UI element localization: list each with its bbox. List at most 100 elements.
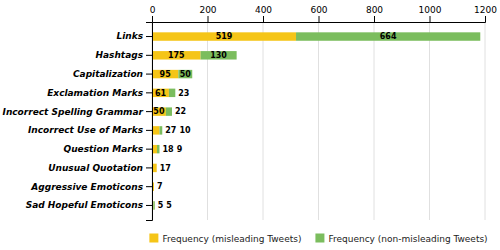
bar <box>169 89 175 97</box>
bar <box>201 51 237 59</box>
data-label: 9 <box>177 145 183 154</box>
y-tick-label: Sad Hopeful Emoticons <box>26 200 144 210</box>
x-tick: 400 <box>255 5 272 22</box>
x-axis-line <box>153 16 486 23</box>
bar <box>166 107 172 115</box>
y-tick: Incorrect Spelling Grammar <box>3 106 152 116</box>
x-tick-label: 800 <box>366 5 383 15</box>
x-tick-mark <box>208 16 209 22</box>
series <box>153 32 480 209</box>
y-tick: Exclamation Marks <box>47 88 152 98</box>
bar <box>152 89 169 97</box>
grid-line <box>374 22 375 220</box>
grid-line <box>318 22 319 220</box>
legend-item: Frequency (misleading Tweets) <box>149 234 301 244</box>
grid <box>152 22 485 220</box>
data-label: 95 <box>160 70 172 79</box>
data-label: 18 <box>162 145 174 154</box>
legend: Frequency (misleading Tweets) Frequency (… <box>149 234 487 244</box>
y-tick-mark <box>146 55 152 56</box>
y-tick-label: Unusual Quotation <box>48 163 143 173</box>
bar <box>178 70 192 78</box>
y-tick: Hashtags <box>95 50 152 60</box>
y-tick-label: Exclamation Marks <box>47 88 143 98</box>
y-tick-mark <box>146 186 152 187</box>
bar <box>152 107 166 115</box>
x-tick: 200 <box>199 5 216 22</box>
y-tick-label: Incorrect Use of Marks <box>28 125 144 135</box>
bar <box>152 126 159 134</box>
data-labels: 55 7 17 189 2710 50 22 61 23 95 50 175 130 519 664 <box>153 32 397 210</box>
data-label: 664 <box>380 32 397 41</box>
data-label: 61 <box>155 89 167 98</box>
y-tick-mark <box>146 205 152 206</box>
x-tick-mark <box>319 16 320 22</box>
y-tick: Aggressive Emoticons <box>30 182 152 192</box>
bar <box>159 126 162 134</box>
x-axis: 0 200 400 600 800 1000 1200 <box>150 5 498 23</box>
x-tick-label: 1000 <box>419 5 442 15</box>
plot: 0 200 400 600 800 1000 1200 Links Hashtags Capita… <box>3 5 498 221</box>
y-tick-mark <box>146 130 152 131</box>
bar <box>153 201 154 209</box>
legend-swatch <box>149 234 158 243</box>
data-label: 175 <box>168 51 185 60</box>
bar <box>152 70 178 78</box>
bar <box>152 51 201 59</box>
y-tick-mark <box>146 149 152 150</box>
data-label: 27 <box>165 126 176 135</box>
y-axis: Links Hashtags Capitalization Exclamation M… <box>3 23 153 221</box>
y-tick: Question Marks <box>64 144 152 154</box>
data-label: 10 <box>179 126 191 135</box>
x-tick-mark <box>430 16 431 22</box>
y-tick-mark <box>146 111 152 112</box>
x-tick-mark <box>263 16 264 22</box>
data-label: 50 <box>180 70 192 79</box>
y-tick-label: Hashtags <box>95 50 143 60</box>
y-tick-mark <box>146 74 152 75</box>
y-tick-label: Incorrect Spelling Grammar <box>3 106 144 116</box>
data-label: 5 <box>158 201 164 210</box>
legend-swatch <box>315 234 324 243</box>
x-tick: 600 <box>310 5 327 22</box>
y-tick: Incorrect Use of Marks <box>28 125 152 135</box>
data-label: 17 <box>160 164 171 173</box>
bar <box>152 32 296 40</box>
x-tick-label: 200 <box>199 5 216 15</box>
series <box>152 32 296 209</box>
bar <box>296 32 480 40</box>
x-tick: 1000 <box>419 5 442 22</box>
bars <box>152 32 480 209</box>
data-label: 7 <box>157 182 163 191</box>
y-tick: Links <box>116 31 152 41</box>
data-label: 22 <box>175 107 186 116</box>
y-tick-label: Aggressive Emoticons <box>30 182 143 192</box>
grid-line <box>485 22 486 220</box>
x-tick-mark <box>485 16 486 22</box>
x-tick: 1200 <box>474 5 497 22</box>
bar <box>156 164 157 172</box>
data-label: 5 <box>166 201 172 210</box>
x-tick-label: 0 <box>150 5 156 15</box>
x-tick-label: 600 <box>310 5 327 15</box>
x-tick-mark <box>152 16 153 22</box>
y-tick-label: Capitalization <box>73 69 143 79</box>
y-tick-label: Question Marks <box>64 144 144 154</box>
legend-label: Frequency (non-misleading Tweets) <box>328 234 487 244</box>
x-tick: 0 <box>150 5 156 22</box>
x-tick-mark <box>374 16 375 22</box>
legend-item: Frequency (non-misleading Tweets) <box>315 234 487 244</box>
x-tick: 800 <box>366 5 383 22</box>
x-tick-label: 1200 <box>474 5 497 15</box>
data-label: 130 <box>210 51 227 60</box>
grid-line <box>429 22 430 220</box>
y-tick-mark <box>146 167 152 168</box>
data-label: 23 <box>178 89 189 98</box>
x-tick-label: 400 <box>255 5 272 15</box>
y-tick: Unusual Quotation <box>48 163 152 173</box>
data-label: 519 <box>216 32 233 41</box>
bar <box>157 145 159 153</box>
bar <box>153 182 154 190</box>
legend-label: Frequency (misleading Tweets) <box>162 234 301 244</box>
data-label: 50 <box>153 107 165 116</box>
